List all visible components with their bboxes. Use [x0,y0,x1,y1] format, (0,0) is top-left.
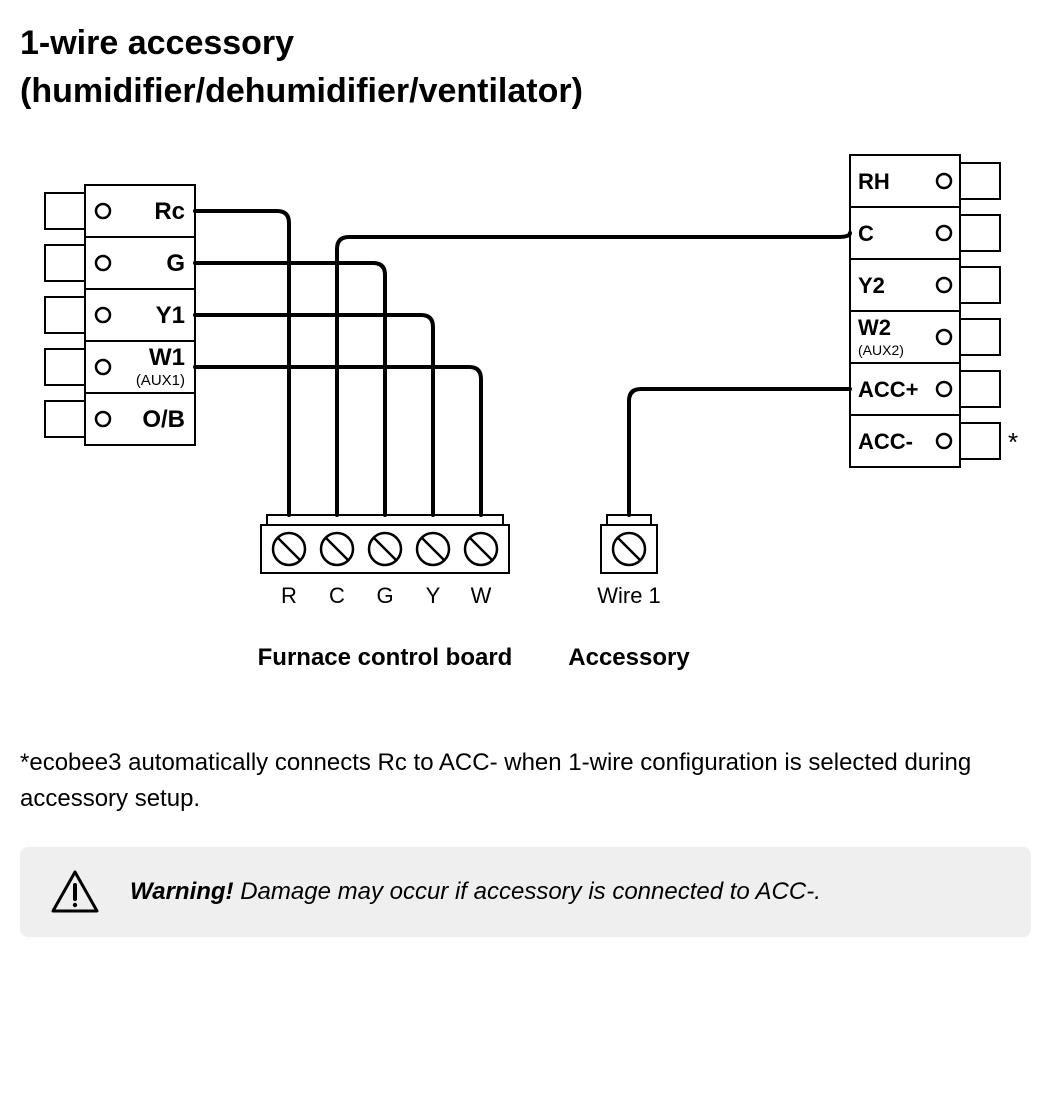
svg-text:(AUX1): (AUX1) [136,372,185,389]
svg-text:G: G [376,583,393,608]
warning-icon [50,869,100,915]
title-line-1: 1-wire accessory [20,24,294,62]
svg-text:W2: W2 [858,315,891,340]
svg-text:C: C [329,583,345,608]
svg-text:*: * [1008,427,1018,457]
warning-bold: Warning! [130,878,234,905]
svg-text:RH: RH [858,169,890,194]
wiring-diagram: Rc G Y1 W1(AUX1) O/B RH C Y2 W2 (AUX2) ACC+ ACC- * R C… [20,145,1031,705]
svg-text:O/B: O/B [142,406,185,433]
svg-text:G: G [166,250,185,277]
svg-text:C: C [858,221,874,246]
svg-text:Y: Y [426,583,441,608]
svg-text:ACC-: ACC- [858,429,913,454]
svg-text:ACC+: ACC+ [858,377,919,402]
svg-text:Y1: Y1 [156,302,185,329]
warning-rest: Damage may occur if accessory is connect… [234,878,821,905]
svg-text:Accessory: Accessory [568,644,690,671]
footnote: *ecobee3 automatically connects Rc to AC… [20,745,1031,817]
svg-text:Y2: Y2 [858,273,885,298]
svg-text:Furnace control board: Furnace control board [258,644,513,671]
page-title: 1-wire accessory (humidifier/dehumidifie… [20,20,1031,115]
svg-text:W1: W1 [149,344,185,371]
svg-text:Wire 1: Wire 1 [597,583,661,608]
svg-text:W: W [471,583,492,608]
warning-box: Warning! Damage may occur if accessory i… [20,847,1031,937]
svg-text:R: R [281,583,297,608]
warning-text: Warning! Damage may occur if accessory i… [130,874,821,910]
svg-text:(AUX2): (AUX2) [858,342,904,358]
title-line-2: (humidifier/dehumidifier/ventilator) [20,72,583,110]
svg-text:Rc: Rc [154,198,185,225]
